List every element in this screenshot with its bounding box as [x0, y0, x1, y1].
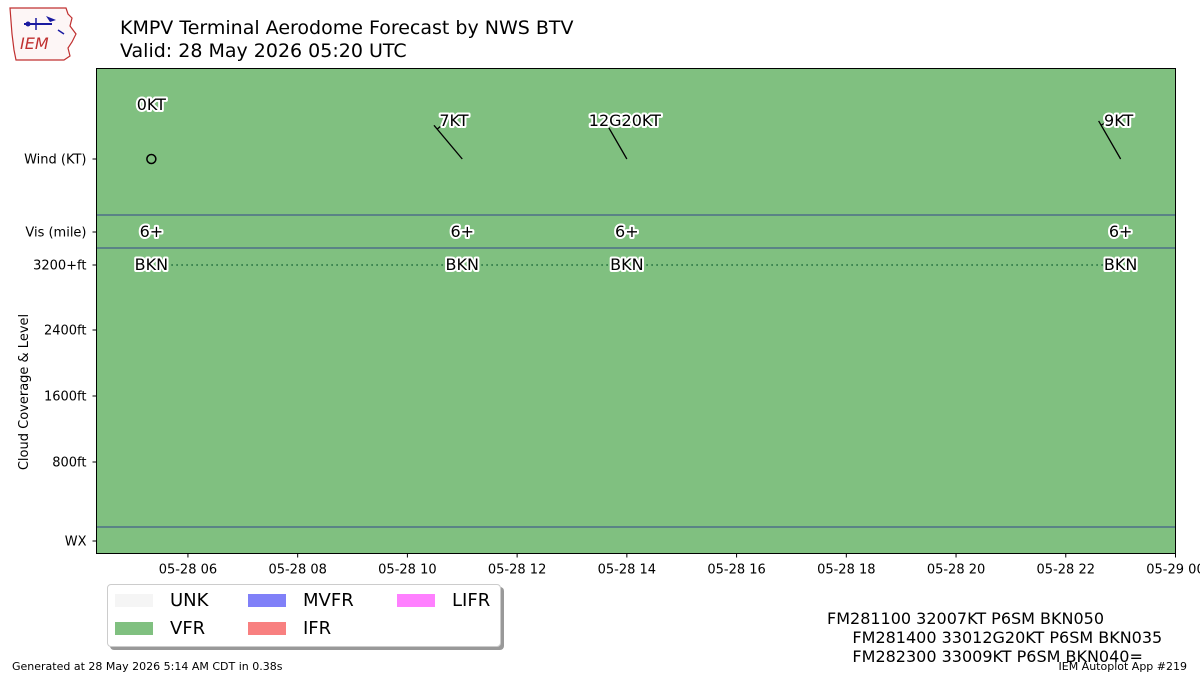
x-tick-label: 05-29 00 [1146, 563, 1200, 578]
legend-item-lifr: LIFR [397, 590, 490, 611]
x-tick-label: 05-28 18 [817, 563, 875, 578]
raw-taf-text: FM281100 32007KT P6SM BKN050 FM281400 33… [827, 609, 1162, 666]
taf-line: FM281400 33012G20KT P6SM BKN035 [827, 628, 1163, 647]
legend-item-unk: UNK [115, 590, 208, 611]
legend-swatch-mvfr [248, 594, 286, 607]
legend-swatch-unk [115, 594, 153, 607]
cloud-cover-label: BKN [610, 255, 643, 274]
visibility-label: 6+ [450, 222, 474, 241]
taf-chart: 05-28 06 05-28 08 05-28 10 05-28 12 05-28 14… [17, 68, 1200, 578]
legend-item-mvfr: MVFR [248, 590, 354, 611]
wind-barb [1098, 120, 1122, 160]
taf-line: FM281100 32007KT P6SM BKN050 [827, 609, 1105, 628]
y-tick-label: Wind (KT) [24, 153, 86, 168]
x-tick-label: 05-28 10 [378, 563, 436, 578]
x-tick-label: 05-28 08 [268, 563, 326, 578]
legend-swatch-vfr [115, 622, 153, 635]
legend-label-unk: UNK [170, 590, 209, 611]
y-tick-label: 800ft [52, 456, 86, 471]
y-tick-label: WX [65, 535, 87, 550]
wind-barb-flag [436, 124, 443, 130]
chart-subtitle: Valid: 28 May 2026 05:20 UTC [120, 40, 407, 62]
visibility-label: 6+ [1109, 222, 1133, 241]
chart-title: KMPV Terminal Aerodome Forecast by NWS B… [120, 17, 574, 39]
legend-swatch-lifr [397, 594, 435, 607]
x-tick-label: 05-28 20 [927, 563, 985, 578]
cloud-cover-label: BKN [135, 255, 168, 274]
cloud-cover-label: BKN [446, 255, 479, 274]
legend-label-mvfr: MVFR [303, 590, 354, 611]
x-tick-label: 05-28 14 [598, 563, 656, 578]
iem-logo: IEM [9, 7, 77, 61]
app-credit: IEM Autoplot App #219 [1058, 660, 1188, 673]
y-axis-label: Cloud Coverage & Level [17, 314, 32, 470]
y-tick-label: 2400ft [44, 324, 87, 339]
y-tick-label: 3200+ft [33, 259, 86, 274]
legend-item-ifr: IFR [248, 618, 331, 639]
x-tick-label: 05-28 22 [1037, 563, 1095, 578]
legend-swatch-ifr [248, 622, 286, 635]
legend-label-ifr: IFR [303, 618, 332, 639]
logo-text: IEM [20, 34, 49, 53]
wind-label: 9KT [1104, 111, 1133, 130]
wind-label: 12G20KT [589, 111, 661, 130]
legend-label-lifr: LIFR [452, 590, 491, 611]
legend: UNK MVFR LIFR VFR IFR [107, 584, 501, 647]
wind-label: 7KT [439, 111, 468, 130]
y-tick-label: 1600ft [44, 390, 87, 405]
legend-label-vfr: VFR [170, 618, 206, 639]
legend-item-vfr: VFR [115, 618, 205, 639]
generated-timestamp: Generated at 28 May 2026 5:14 AM CDT in … [12, 660, 283, 673]
wind-barb [604, 120, 628, 160]
taf-line: FM282300 33009KT P6SM BKN040= [827, 647, 1143, 666]
wind-barb-flag [1100, 121, 1107, 126]
wind-label: 0KT [137, 95, 166, 114]
wind-barb [433, 124, 463, 160]
wind-barb-flag [607, 121, 613, 126]
visibility-label: 6+ [140, 222, 164, 241]
x-tick-label: 05-28 06 [159, 563, 217, 578]
plot-frame [96, 68, 1176, 554]
plot-background [96, 68, 1176, 554]
visibility-label: 6+ [615, 222, 639, 241]
cloud-cover-label: BKN [1104, 255, 1137, 274]
calm-wind-marker [146, 153, 157, 165]
x-tick-label: 05-28 12 [488, 563, 546, 578]
y-tick-label: Vis (mile) [25, 226, 86, 241]
x-tick-label: 05-28 16 [707, 563, 765, 578]
